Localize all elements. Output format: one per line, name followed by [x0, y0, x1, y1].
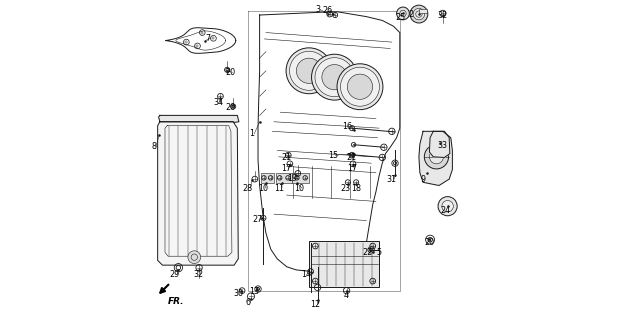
- Circle shape: [430, 150, 444, 164]
- Circle shape: [315, 58, 354, 97]
- Text: 9: 9: [420, 175, 426, 184]
- Bar: [292, 173, 309, 183]
- Text: 34: 34: [213, 98, 223, 107]
- Circle shape: [188, 251, 201, 264]
- Text: 31: 31: [387, 175, 397, 184]
- Text: 15: 15: [328, 151, 338, 160]
- Text: 8: 8: [151, 142, 156, 151]
- Text: 20: 20: [225, 68, 235, 77]
- Circle shape: [341, 67, 379, 106]
- Text: 27: 27: [252, 215, 263, 224]
- Text: FR.: FR.: [168, 297, 185, 306]
- Text: 24: 24: [440, 206, 451, 215]
- Polygon shape: [159, 116, 239, 123]
- Polygon shape: [419, 131, 452, 186]
- Text: 14: 14: [301, 270, 311, 279]
- Circle shape: [297, 58, 321, 84]
- Text: 12: 12: [310, 300, 320, 308]
- Text: 18: 18: [351, 184, 361, 193]
- Polygon shape: [158, 122, 239, 265]
- Text: 22: 22: [362, 248, 373, 257]
- Circle shape: [397, 7, 409, 20]
- Text: 26: 26: [323, 6, 332, 15]
- Text: 3: 3: [315, 5, 320, 14]
- Text: 32: 32: [193, 269, 203, 279]
- Circle shape: [347, 74, 373, 99]
- Text: 6: 6: [245, 298, 250, 307]
- Text: 21: 21: [346, 153, 356, 162]
- Text: 10: 10: [294, 184, 305, 193]
- Circle shape: [289, 51, 329, 90]
- Text: 25: 25: [396, 13, 406, 22]
- Bar: [276, 173, 292, 183]
- Text: 17: 17: [347, 164, 357, 173]
- Text: 29: 29: [169, 269, 180, 279]
- Text: 1: 1: [249, 129, 254, 138]
- Text: 30: 30: [234, 289, 244, 298]
- Text: 20: 20: [225, 103, 235, 112]
- Text: 19: 19: [287, 174, 297, 183]
- Circle shape: [410, 5, 428, 23]
- Text: 7: 7: [205, 34, 211, 43]
- Text: 23: 23: [341, 184, 350, 193]
- Text: 33: 33: [437, 141, 447, 150]
- Text: 20: 20: [425, 238, 434, 247]
- Circle shape: [322, 65, 347, 90]
- Circle shape: [413, 8, 425, 20]
- Polygon shape: [430, 131, 450, 157]
- Text: 16: 16: [342, 122, 352, 131]
- Text: 21: 21: [281, 153, 291, 162]
- Text: 32: 32: [437, 12, 447, 20]
- Text: 2: 2: [408, 10, 413, 19]
- Text: 5: 5: [376, 248, 381, 257]
- Text: 28: 28: [243, 184, 253, 193]
- Circle shape: [337, 64, 383, 110]
- Bar: [419, 9, 427, 13]
- Text: 10: 10: [258, 184, 268, 193]
- Circle shape: [442, 200, 454, 212]
- Text: 17: 17: [281, 164, 291, 173]
- Circle shape: [311, 54, 357, 100]
- Text: 11: 11: [274, 184, 284, 193]
- Text: 13: 13: [249, 287, 259, 296]
- Circle shape: [286, 48, 332, 94]
- Text: 4: 4: [343, 291, 348, 300]
- Circle shape: [438, 197, 457, 216]
- Circle shape: [425, 145, 449, 169]
- Bar: [261, 173, 274, 183]
- Bar: [309, 241, 379, 287]
